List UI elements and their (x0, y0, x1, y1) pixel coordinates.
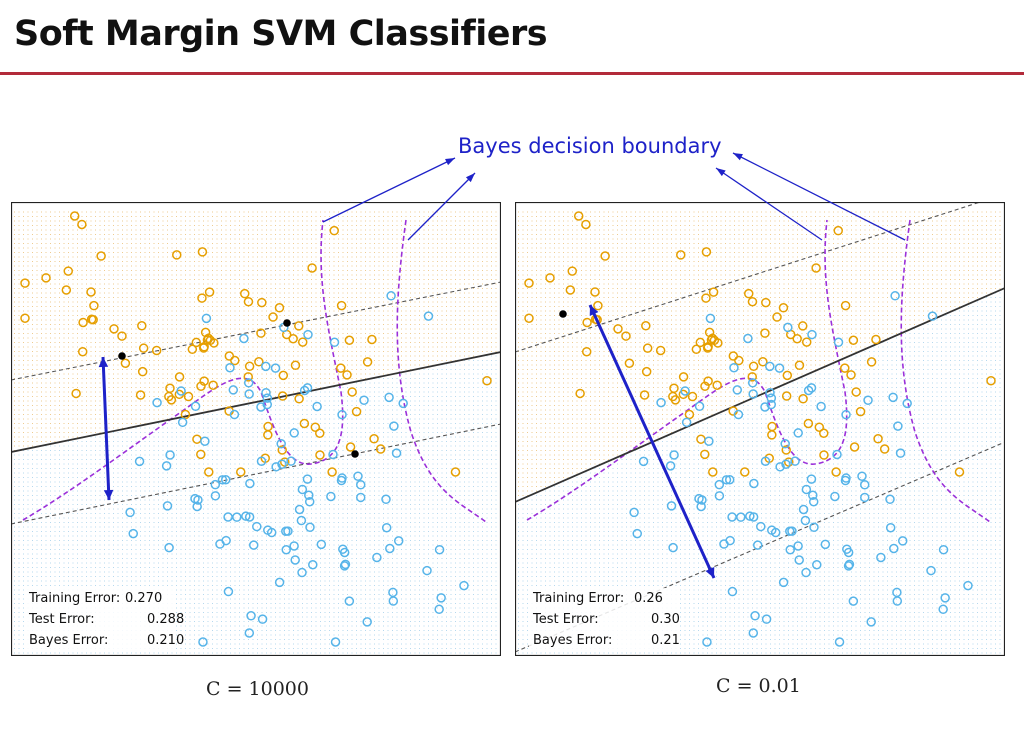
svm-plot-c-0-01: Training Error: 0.26 Test Error: 0.30 Ba… (515, 202, 1005, 656)
training-error-value: 0.270 (125, 591, 162, 606)
training-error-label: Training Error: (533, 591, 624, 606)
caption-right: C = 0.01 (716, 675, 801, 697)
slide-title: Soft Margin SVM Classifiers (14, 14, 547, 54)
plot-frame (12, 203, 501, 656)
test-error-value: 0.30 (651, 612, 680, 627)
bayes-error-value: 0.21 (651, 633, 680, 648)
plot-frame (516, 203, 1005, 656)
test-error-label: Test Error: (29, 612, 95, 627)
support-vector-point (283, 319, 291, 327)
plot-area-left (11, 202, 501, 656)
annotation-arrow-head (445, 158, 455, 165)
svm-plot-c-10000: Training Error: 0.270 Test Error: 0.288 … (11, 202, 501, 656)
support-vector-point (559, 310, 567, 318)
training-error-value: 0.26 (634, 591, 663, 606)
caption-left: C = 10000 (206, 678, 309, 700)
bayes-boundary-annotation: Bayes decision boundary (458, 134, 722, 158)
title-rule (0, 72, 1024, 75)
support-vector-point (118, 352, 126, 360)
bayes-error-label: Bayes Error: (533, 633, 612, 648)
annotation-arrow-head (466, 173, 475, 182)
plot-area-right (515, 202, 1005, 656)
bayes-error-label: Bayes Error: (29, 633, 108, 648)
test-error-label: Test Error: (533, 612, 599, 627)
annotation-arrow-head (716, 168, 726, 176)
annotation-arrow-head (733, 153, 743, 160)
test-error-value: 0.288 (147, 612, 184, 627)
support-vector-point (351, 450, 359, 458)
training-error-label: Training Error: (29, 591, 120, 606)
bayes-error-value: 0.210 (147, 633, 184, 648)
